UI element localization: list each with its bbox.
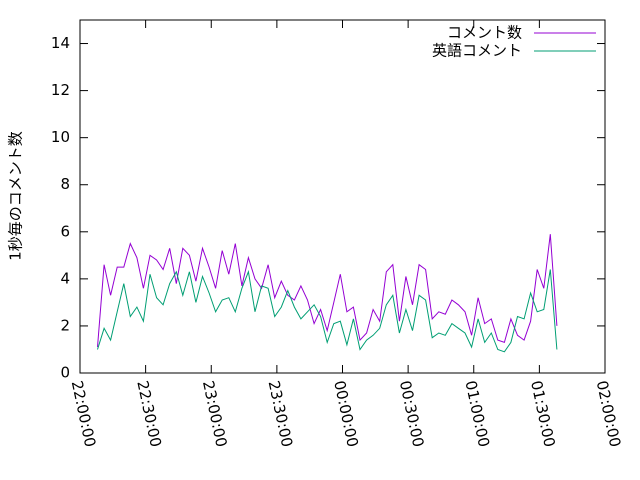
legend-label: コメント数	[447, 24, 522, 42]
x-tick-label: 01:00:00	[461, 379, 493, 449]
y-tick-label: 14	[51, 34, 70, 52]
y-axis-label: 1秒毎のコメント数	[7, 131, 25, 261]
x-tick-label: 01:30:00	[527, 379, 559, 449]
series-line	[97, 234, 558, 348]
x-tick-label: 00:00:00	[330, 379, 362, 449]
x-tick-label: 22:00:00	[68, 379, 100, 449]
y-tick-label: 12	[51, 81, 70, 99]
x-tick-label: 22:30:00	[133, 379, 165, 449]
y-tick-label: 0	[60, 364, 70, 382]
x-tick-label: 23:30:00	[265, 379, 297, 449]
y-tick-label: 4	[60, 269, 70, 287]
y-tick-label: 2	[60, 316, 70, 334]
x-tick-label: 23:00:00	[199, 379, 231, 449]
y-tick-label: 10	[51, 128, 70, 146]
y-tick-label: 8	[60, 175, 70, 193]
y-tick-label: 6	[60, 222, 70, 240]
x-tick-label: 02:00:00	[593, 379, 625, 449]
series-line	[97, 269, 558, 353]
x-tick-label: 00:30:00	[396, 379, 428, 449]
legend-label: 英語コメント	[432, 42, 522, 60]
plot-border	[79, 19, 606, 374]
